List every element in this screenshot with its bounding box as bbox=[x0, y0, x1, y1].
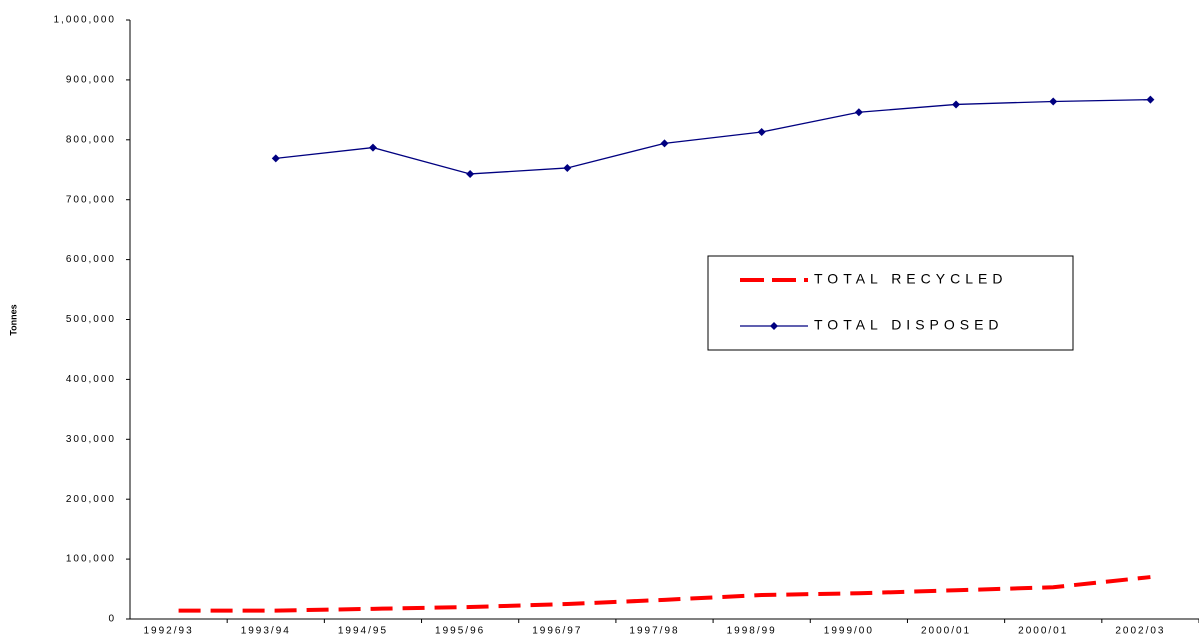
y-tick-label: 0 bbox=[108, 614, 116, 625]
marker bbox=[854, 108, 863, 117]
series-line bbox=[178, 575, 1151, 613]
marker bbox=[563, 163, 572, 172]
x-tick-label: 2000/01 bbox=[1018, 626, 1068, 637]
marker bbox=[1146, 95, 1155, 104]
marker bbox=[952, 100, 961, 109]
y-tick-label: 500,000 bbox=[66, 314, 116, 325]
marker bbox=[1049, 97, 1058, 106]
y-tick-label: 300,000 bbox=[66, 434, 116, 445]
y-tick-label: 1,000,000 bbox=[54, 15, 117, 26]
legend-label: TOTAL RECYCLED bbox=[814, 271, 1007, 287]
legend-label: TOTAL DISPOSED bbox=[814, 317, 1004, 333]
x-tick-label: 1999/00 bbox=[824, 626, 874, 637]
y-tick-label: 600,000 bbox=[66, 254, 116, 265]
series-line bbox=[275, 99, 1151, 175]
marker bbox=[770, 322, 778, 330]
legend-box bbox=[707, 255, 1074, 351]
x-tick-label: 1994/95 bbox=[338, 626, 388, 637]
marker bbox=[757, 128, 766, 137]
y-tick-label: 200,000 bbox=[66, 494, 116, 505]
marker bbox=[368, 143, 377, 152]
marker bbox=[660, 139, 669, 148]
marker bbox=[271, 154, 280, 163]
x-tick-label: 1995/96 bbox=[435, 626, 485, 637]
x-tick-label: 1993/94 bbox=[241, 626, 291, 637]
y-tick-label: 400,000 bbox=[66, 374, 116, 385]
x-tick-label: 1992/93 bbox=[144, 626, 194, 637]
y-tick-label: 800,000 bbox=[66, 134, 116, 145]
x-tick-label: 2002/03 bbox=[1115, 626, 1165, 637]
y-tick-label: 900,000 bbox=[66, 75, 116, 86]
x-tick-label: 2000/01 bbox=[921, 626, 971, 637]
x-tick-label: 1996/97 bbox=[532, 626, 582, 637]
y-tick-label: 700,000 bbox=[66, 194, 116, 205]
marker bbox=[466, 169, 475, 178]
x-tick-label: 1997/98 bbox=[629, 626, 679, 637]
x-tick-label: 1998/99 bbox=[727, 626, 777, 637]
y-tick-label: 100,000 bbox=[66, 554, 116, 565]
y-axis-label: Tonnes bbox=[8, 304, 18, 335]
